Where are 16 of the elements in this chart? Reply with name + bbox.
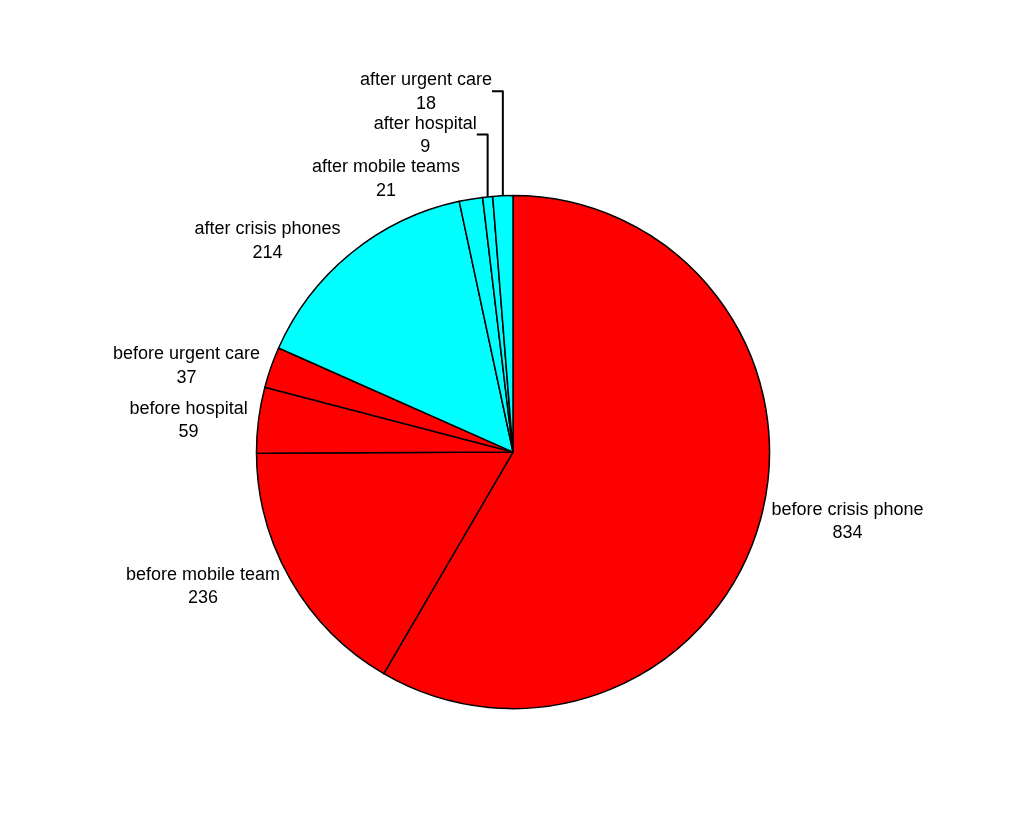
data-label: 37 xyxy=(176,366,197,387)
slice-label: after crisis phones xyxy=(194,218,341,239)
slice-label: after hospital xyxy=(373,112,477,133)
slice-label: before mobile team xyxy=(125,564,281,585)
slice-label: after mobile teams xyxy=(311,156,461,177)
data-label: 236 xyxy=(187,587,218,608)
data-label: 18 xyxy=(415,92,436,113)
slice-label: after urgent care xyxy=(359,69,492,90)
data-label: 9 xyxy=(420,136,431,157)
slice-label: before urgent care xyxy=(112,343,261,364)
data-label: 214 xyxy=(252,241,283,262)
data-label: 21 xyxy=(375,179,396,200)
data-label: 834 xyxy=(832,522,863,543)
slice-label: before hospital xyxy=(129,397,248,418)
slice-label: before crisis phone xyxy=(771,498,924,519)
data-label: 59 xyxy=(178,421,199,442)
